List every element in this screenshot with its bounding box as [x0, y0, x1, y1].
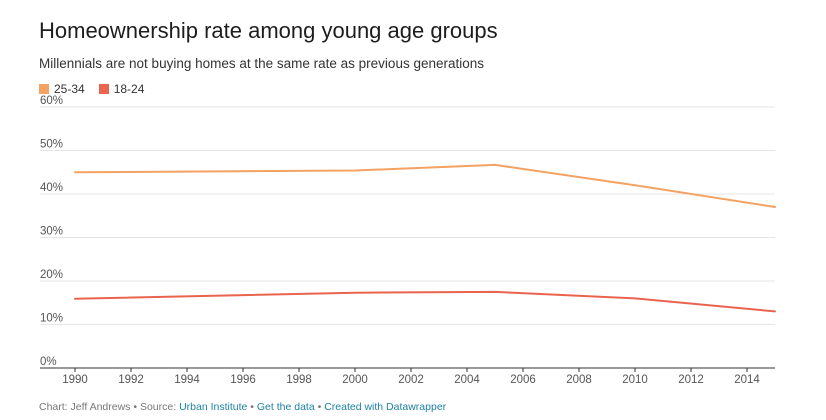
series-line-18-24 — [74, 290, 776, 313]
y-tick-label: 30% — [40, 226, 63, 238]
legend-item-25-34: 25-34 — [39, 82, 85, 96]
chart-title: Homeownership rate among young age group… — [39, 18, 498, 43]
x-tick-label: 2004 — [454, 374, 480, 386]
x-tick-label: 2008 — [566, 374, 592, 386]
y-tick-label: 0% — [40, 356, 57, 368]
chart-footer: Chart: Jeff Andrews • Source: Urban Inst… — [39, 401, 446, 413]
series-line-25-34 — [74, 163, 776, 208]
x-tick-label: 2012 — [678, 374, 704, 386]
x-tick-label: 1992 — [118, 374, 144, 386]
x-tick-label: 1996 — [230, 374, 256, 386]
x-tick-label: 2010 — [622, 374, 648, 386]
x-tick-label: 1998 — [286, 374, 312, 386]
legend-swatch-18-24 — [98, 84, 109, 94]
get-the-data-link[interactable]: Get the data — [256, 401, 315, 413]
y-tick-label: 20% — [40, 269, 63, 281]
legend-item-18-24: 18-24 — [98, 82, 145, 96]
x-tick-label: 2006 — [510, 374, 536, 386]
legend-swatch-25-34 — [39, 84, 49, 94]
y-tick-label: 10% — [40, 313, 63, 325]
footer-credit: Chart: Jeff Andrews • Source: — [39, 401, 180, 413]
y-tick-label: 50% — [40, 139, 63, 151]
x-tick-label: 1994 — [174, 374, 200, 386]
x-tick-label: 2002 — [398, 374, 424, 386]
x-tick-label: 1990 — [62, 374, 88, 386]
y-tick-label: 60% — [40, 95, 63, 107]
legend: 25-34 18-24 — [39, 82, 144, 96]
y-tick-label: 40% — [40, 182, 63, 194]
footer-separator: • — [314, 401, 325, 413]
chart-subtitle: Millennials are not buying homes at the … — [39, 56, 484, 71]
x-tick-label: 2000 — [342, 374, 368, 386]
footer-separator: • — [247, 401, 257, 413]
datawrapper-link[interactable]: Created with Datawrapper — [324, 401, 447, 413]
source-link[interactable]: Urban Institute — [179, 401, 248, 413]
x-tick-label: 2014 — [734, 374, 760, 386]
legend-label-25-34: 25-34 — [54, 82, 85, 96]
legend-label-18-24: 18-24 — [113, 82, 145, 96]
